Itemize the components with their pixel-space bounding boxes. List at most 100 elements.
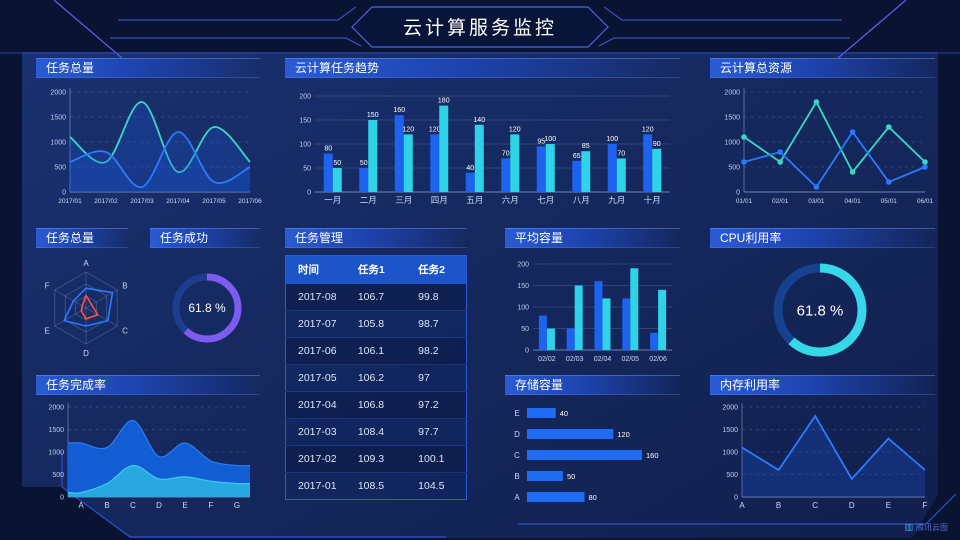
bar <box>527 492 585 502</box>
panel-title: 任务总量 <box>46 61 95 75</box>
table-cell: 106.1 <box>345 337 407 365</box>
bar-value-label: 120 <box>642 126 654 133</box>
y-tick-label: 150 <box>299 118 311 125</box>
bar-value-label: 120 <box>402 126 414 133</box>
bar-value-label: 50 <box>333 160 341 167</box>
bar <box>536 146 546 192</box>
data-point <box>741 134 747 140</box>
data-point <box>813 99 820 105</box>
bar-value-label: 100 <box>606 136 618 143</box>
panel-title: 存储容量 <box>515 378 564 392</box>
task-total-line-chart: 0 500 1000 1500 2000 2017/01 2017/02 2017/03 201… <box>50 88 262 205</box>
bar-value-label: 40 <box>466 165 474 172</box>
table-row: 2017-08 106.7 99.8 <box>285 283 467 311</box>
x-tick-label: 02/06 <box>649 356 667 363</box>
panel-cpu-utilization: CPU利用率 61.8 % <box>710 228 935 368</box>
panel-header: 任务管理 <box>285 228 467 248</box>
bar <box>501 158 511 192</box>
bar <box>474 124 484 192</box>
y-tick-label: 500 <box>52 472 64 479</box>
value-label: 120 <box>617 430 630 439</box>
table-cell: 2017-05 <box>285 364 346 392</box>
radar-ring <box>64 283 108 333</box>
line-series <box>743 100 926 174</box>
table-cell: 98.7 <box>406 310 467 338</box>
panel-task-total-radar: 任务总量 A B C D E F <box>36 228 141 368</box>
panel-title: CPU利用率 <box>720 231 782 245</box>
x-tick-label: B <box>104 501 109 510</box>
cloud-total-resources-line-chart: 0 500 1000 1500 2000 01/01 02/01 03/01 04/01 05/0… <box>724 88 934 205</box>
y-tick-label: 2000 <box>50 90 66 97</box>
panel-title: 平均容量 <box>515 231 564 245</box>
x-tick-label: F <box>923 501 928 510</box>
table-row: 2017-01 108.5 104.5 <box>285 472 467 500</box>
table-cell: 105.8 <box>345 310 407 338</box>
value-label: 50 <box>567 472 575 481</box>
bar <box>527 408 556 418</box>
radar-ring <box>75 295 97 321</box>
table-row: 2017-06 106.1 98.2 <box>285 337 467 365</box>
data-point <box>777 159 783 165</box>
task-table-head: 时间 任务1 任务2 <box>285 255 467 284</box>
panel-header: 任务总量 <box>36 58 260 78</box>
gauge-arc <box>773 263 867 357</box>
y-tick-label: 1500 <box>50 115 66 122</box>
category-label: E <box>514 409 519 418</box>
panel-header: 云计算任务趋势 <box>285 58 680 78</box>
bar-value-label: 80 <box>324 146 332 153</box>
bar <box>650 332 659 350</box>
y-tick-label: 1500 <box>722 427 738 434</box>
table-cell: 2017-03 <box>285 418 346 446</box>
data-point <box>886 179 892 185</box>
panel-header: CPU利用率 <box>710 228 935 248</box>
bar-value-label: 180 <box>438 98 450 105</box>
panel-storage-capacity: 存储容量 E 40 D 120 C 160 B 50 A 80 <box>505 375 680 518</box>
table-cell: 106.7 <box>345 283 407 311</box>
bar <box>527 429 614 439</box>
table-row: 2017-07 105.8 98.7 <box>285 310 467 338</box>
x-tick-label: 02/03 <box>566 356 584 363</box>
panel-header: 任务成功 <box>150 228 260 248</box>
x-tick-label: 2017/01 <box>58 198 82 205</box>
y-tick-label: 100 <box>299 142 311 149</box>
value-label: 160 <box>646 451 659 460</box>
task-total-radar-chart: A B C D E F <box>44 259 128 358</box>
table-cell: 104.5 <box>406 472 467 500</box>
data-point <box>849 129 856 135</box>
y-tick-label: 150 <box>517 283 529 290</box>
radar-axis-label: F <box>45 282 50 291</box>
data-point <box>922 164 928 170</box>
radar-axis-label: C <box>122 327 128 336</box>
panel-header: 云计算总资源 <box>710 58 935 78</box>
data-point <box>886 124 892 130</box>
x-tick-label: C <box>812 501 818 510</box>
bar <box>630 268 639 350</box>
table-cell: 2017-06 <box>285 337 346 365</box>
x-tick-label: 十月 <box>644 195 661 205</box>
bar <box>616 158 626 192</box>
radar-axis-label: E <box>44 327 49 336</box>
table-row: 2017-04 106.8 97.2 <box>285 391 467 419</box>
panel-header: 任务完成率 <box>36 375 260 395</box>
bar-value-label: 120 <box>509 126 521 133</box>
panel-memory-utilization: 内存利用率 0 500 1000 1500 2000 A B C D E F <box>710 375 935 518</box>
line-series <box>741 414 926 481</box>
bar <box>430 134 440 192</box>
tencent-cloud-logo: ▥ 腾讯云图 <box>904 522 948 533</box>
panel-task-total: 任务总量 0 500 1000 1500 2000 2017/01 2017/02 2017/… <box>36 58 262 218</box>
x-tick-label: B <box>776 501 781 510</box>
category-label: B <box>514 472 519 481</box>
y-tick-label: 200 <box>299 94 311 101</box>
panel-header: 平均容量 <box>505 228 680 248</box>
table-cell: 2017-08 <box>285 283 346 311</box>
task-table-body: 2017-08 106.7 99.8 2017-07 105.8 98.7 2017-06 1… <box>285 283 467 500</box>
y-tick-label: 1000 <box>724 140 740 147</box>
panel-title: 内存利用率 <box>720 378 781 392</box>
column-header: 任务1 <box>345 255 407 284</box>
bar-value-label: 65 <box>573 153 581 160</box>
bar <box>545 144 555 192</box>
panel-title: 任务成功 <box>160 231 209 245</box>
bar <box>510 134 520 192</box>
task-completion-area-chart: 0 500 1000 1500 2000 A B C D E F G <box>48 403 251 510</box>
